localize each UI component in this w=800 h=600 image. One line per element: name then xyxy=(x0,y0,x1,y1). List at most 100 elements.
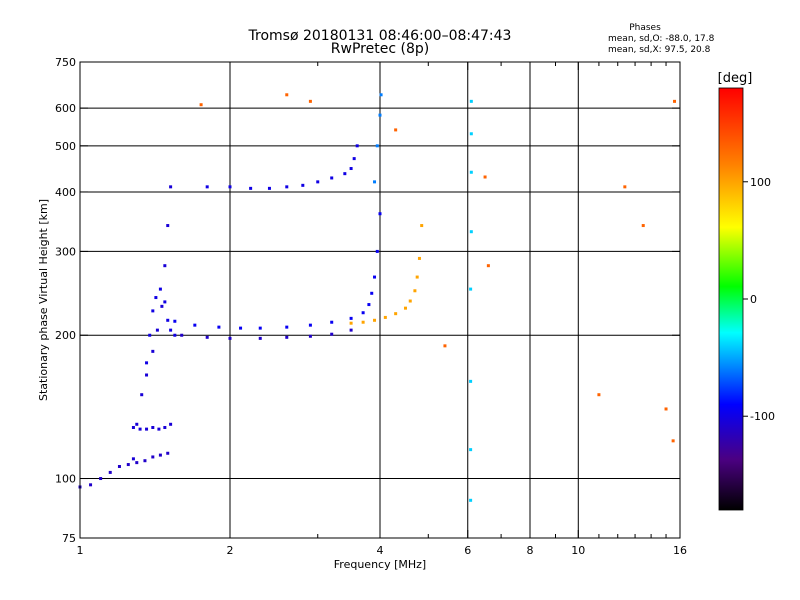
data-point xyxy=(151,425,155,429)
data-point xyxy=(308,99,312,103)
y-tick-label: 75 xyxy=(62,532,76,545)
data-point xyxy=(486,264,490,268)
grid-lines xyxy=(80,62,680,538)
data-point xyxy=(258,326,262,330)
data-point xyxy=(597,393,601,397)
data-point xyxy=(180,333,184,337)
y-tick-label: 750 xyxy=(55,56,76,69)
data-point xyxy=(330,176,334,180)
data-point xyxy=(330,320,334,324)
data-point xyxy=(383,315,387,319)
data-point xyxy=(148,333,152,337)
data-point xyxy=(370,291,374,295)
data-point xyxy=(228,185,232,189)
data-point xyxy=(108,470,112,474)
data-point xyxy=(349,167,353,171)
data-point xyxy=(89,483,93,487)
data-point xyxy=(373,180,377,184)
data-point xyxy=(469,230,473,234)
data-point xyxy=(145,427,149,431)
data-point xyxy=(403,306,407,310)
data-point xyxy=(469,379,473,383)
data-point xyxy=(140,393,144,397)
data-point xyxy=(99,477,103,481)
data-point xyxy=(239,326,243,330)
data-point xyxy=(158,453,162,457)
x-tick-label: 4 xyxy=(377,544,384,557)
stats-x-line: mean, sd,X: 97.5, 20.8 xyxy=(608,45,711,55)
data-point xyxy=(157,427,161,431)
data-point xyxy=(285,335,289,339)
data-point xyxy=(301,183,305,187)
data-point xyxy=(145,373,149,377)
data-point xyxy=(249,186,253,190)
colorbar-tick-label: 0 xyxy=(750,293,757,306)
data-point xyxy=(394,312,398,316)
data-point xyxy=(169,185,173,189)
chart-title: Tromsø 20180131 08:46:00–08:47:43 xyxy=(248,28,512,44)
chart-subtitle: RwPretec (8p) xyxy=(331,41,429,57)
data-point xyxy=(135,422,139,426)
data-point xyxy=(138,427,142,431)
y-tick-label: 500 xyxy=(55,140,76,153)
data-point xyxy=(143,459,147,463)
data-point xyxy=(469,498,473,502)
data-point xyxy=(413,289,417,293)
data-point xyxy=(408,299,412,303)
data-point xyxy=(378,212,382,216)
data-point xyxy=(154,296,158,300)
data-point xyxy=(379,93,383,97)
data-point xyxy=(355,144,359,148)
data-point xyxy=(267,186,271,190)
data-point xyxy=(285,185,289,189)
data-point xyxy=(308,323,312,327)
colorbar-label: [deg] xyxy=(718,71,753,86)
data-point xyxy=(469,99,473,103)
data-point xyxy=(131,425,135,429)
x-tick-label: 2 xyxy=(227,544,234,557)
data-point xyxy=(420,224,424,228)
data-point xyxy=(155,328,159,332)
data-point xyxy=(373,275,377,279)
data-point xyxy=(417,256,421,260)
data-point xyxy=(349,328,353,332)
data-point xyxy=(673,99,677,103)
data-point xyxy=(135,461,139,465)
x-tick-label: 10 xyxy=(571,544,585,557)
data-point xyxy=(349,316,353,320)
data-point xyxy=(166,224,170,228)
data-point xyxy=(169,422,173,426)
data-point xyxy=(361,311,365,315)
data-point xyxy=(160,304,164,308)
y-tick-label: 400 xyxy=(55,186,76,199)
data-point xyxy=(205,185,209,189)
data-point xyxy=(163,264,167,268)
colorbar-ticks: 100 0 -100 xyxy=(743,176,775,423)
data-point xyxy=(199,103,203,107)
colorbar-tick-label: -100 xyxy=(750,410,775,423)
data-point xyxy=(361,320,365,324)
x-tick-label: 8 xyxy=(527,544,534,557)
data-point xyxy=(158,287,162,291)
data-point xyxy=(469,287,473,291)
data-point xyxy=(117,464,121,468)
data-point xyxy=(375,144,379,148)
data-point xyxy=(151,309,155,313)
x-tick-label: 6 xyxy=(464,544,471,557)
data-point xyxy=(623,185,627,189)
data-point xyxy=(367,303,371,307)
data-point xyxy=(415,275,419,279)
data-point xyxy=(163,300,167,304)
y-tick-label: 100 xyxy=(55,473,76,486)
data-point xyxy=(151,349,155,353)
data-point xyxy=(641,224,645,228)
data-point xyxy=(228,336,232,340)
y-axis: 75 100 200 300 400 500 600 750 xyxy=(55,56,680,545)
data-point xyxy=(378,113,382,117)
data-point xyxy=(166,451,170,455)
data-point xyxy=(394,128,398,132)
data-point xyxy=(483,175,487,179)
data-point xyxy=(349,321,353,325)
